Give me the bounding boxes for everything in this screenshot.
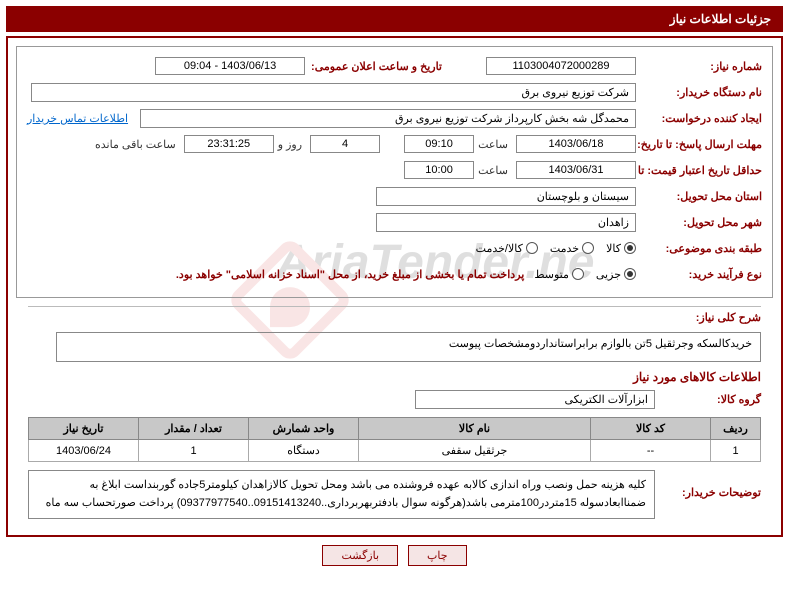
announce-date-label: تاریخ و ساعت اعلان عمومی: [311, 60, 442, 73]
time-remain-value: 23:31:25 [184, 135, 274, 153]
th-date: تاریخ نیاز [29, 418, 139, 440]
th-code: کد کالا [591, 418, 711, 440]
buyer-org-value: شرکت توزیع نیروی برق [31, 83, 636, 102]
remain-suffix: ساعت باقی مانده [95, 138, 176, 151]
radio-medium[interactable]: متوسط [534, 268, 584, 281]
radio-partial[interactable]: جزیی [596, 268, 636, 281]
button-row: چاپ بازگشت [0, 545, 789, 566]
requester-value: محمدگل شه بخش کارپرداز شرکت توزیع نیروی … [140, 109, 636, 128]
buyer-notes-box: کلیه هزینه حمل ونصب وراه اندازی کالابه ع… [28, 470, 655, 519]
reply-time-label: ساعت [478, 138, 508, 151]
days-remain-value: 4 [310, 135, 380, 153]
th-row: ردیف [711, 418, 761, 440]
city-label: شهر محل تحویل: [642, 216, 762, 229]
buyer-org-label: نام دستگاه خریدار: [642, 86, 762, 99]
price-date-value: 1403/06/31 [516, 161, 636, 179]
th-qty: تعداد / مقدار [139, 418, 249, 440]
province-value: سیستان و بلوچستان [376, 187, 636, 206]
items-table: ردیف کد کالا نام کالا واحد شمارش تعداد /… [28, 417, 761, 462]
page-header: جزئیات اطلاعات نیاز [6, 6, 783, 32]
payment-note: پرداخت تمام یا بخشی از مبلغ خرید، از محل… [176, 268, 524, 281]
need-number-value: 1103004072000289 [486, 57, 636, 75]
page-title: جزئیات اطلاعات نیاز [670, 12, 771, 26]
th-unit: واحد شمارش [249, 418, 359, 440]
reply-date-value: 1403/06/18 [516, 135, 636, 153]
table-cell-code: -- [591, 440, 711, 462]
radio-goods-circle [624, 242, 636, 254]
table-cell-unit: دستگاه [249, 440, 359, 462]
radio-service[interactable]: خدمت [550, 242, 594, 255]
contact-buyer-link[interactable]: اطلاعات تماس خریدار [27, 112, 128, 125]
price-validity-label: حداقل تاریخ اعتبار قیمت: تا تاریخ: [642, 164, 762, 177]
goods-group-label: گروه کالا: [661, 393, 761, 406]
table-cell-qty: 1 [139, 440, 249, 462]
radio-gs-label: کالا/خدمت [476, 242, 523, 255]
radio-partial-circle [624, 268, 636, 280]
radio-medium-circle [572, 268, 584, 280]
city-value: زاهدان [376, 213, 636, 232]
process-radio-group: جزیی متوسط [534, 268, 636, 281]
requester-label: ایجاد کننده درخواست: [642, 112, 762, 125]
separator [28, 306, 761, 307]
table-cell-name: جرثقیل سقفی [359, 440, 591, 462]
general-desc-box: خریدکالسکه وجرثقیل 5تن بالوازم برابراستا… [56, 332, 761, 362]
goods-group-value: ابزارآلات الکتریکی [415, 390, 655, 409]
process-label: نوع فرآیند خرید: [642, 268, 762, 281]
radio-gs-circle [526, 242, 538, 254]
table-cell-row: 1 [711, 440, 761, 462]
reply-deadline-label: مهلت ارسال پاسخ: تا تاریخ: [642, 138, 762, 151]
items-section-title: اطلاعات کالاهای مورد نیاز [28, 370, 761, 384]
print-button[interactable]: چاپ [408, 545, 467, 566]
price-time-value: 10:00 [404, 161, 474, 179]
buyer-notes-label: توضیحات خریدار: [661, 470, 761, 499]
radio-goods[interactable]: کالا [606, 242, 636, 255]
table-header-row: ردیف کد کالا نام کالا واحد شمارش تعداد /… [29, 418, 761, 440]
radio-partial-label: جزیی [596, 268, 621, 281]
announce-date-value: 1403/06/13 - 09:04 [155, 57, 305, 75]
radio-goods-label: کالا [606, 242, 621, 255]
radio-goods-service[interactable]: کالا/خدمت [476, 242, 538, 255]
price-time-label: ساعت [478, 164, 508, 177]
radio-service-label: خدمت [550, 242, 579, 255]
province-label: استان محل تحویل: [642, 190, 762, 203]
details-panel: شماره نیاز: 1103004072000289 تاریخ و ساع… [16, 46, 773, 298]
need-number-label: شماره نیاز: [642, 60, 762, 73]
general-desc-label: شرح کلی نیاز: [661, 311, 761, 324]
radio-service-circle [582, 242, 594, 254]
table-row: 1--جرثقیل سقفیدستگاه11403/06/24 [29, 440, 761, 462]
th-name: نام کالا [359, 418, 591, 440]
radio-medium-label: متوسط [534, 268, 569, 281]
days-word: روز و [278, 138, 302, 151]
table-cell-need_date: 1403/06/24 [29, 440, 139, 462]
back-button[interactable]: بازگشت [322, 545, 398, 566]
reply-time-value: 09:10 [404, 135, 474, 153]
main-container: شماره نیاز: 1103004072000289 تاریخ و ساع… [6, 36, 783, 537]
category-radio-group: کالا خدمت کالا/خدمت [476, 242, 636, 255]
category-label: طبقه بندی موضوعی: [642, 242, 762, 255]
